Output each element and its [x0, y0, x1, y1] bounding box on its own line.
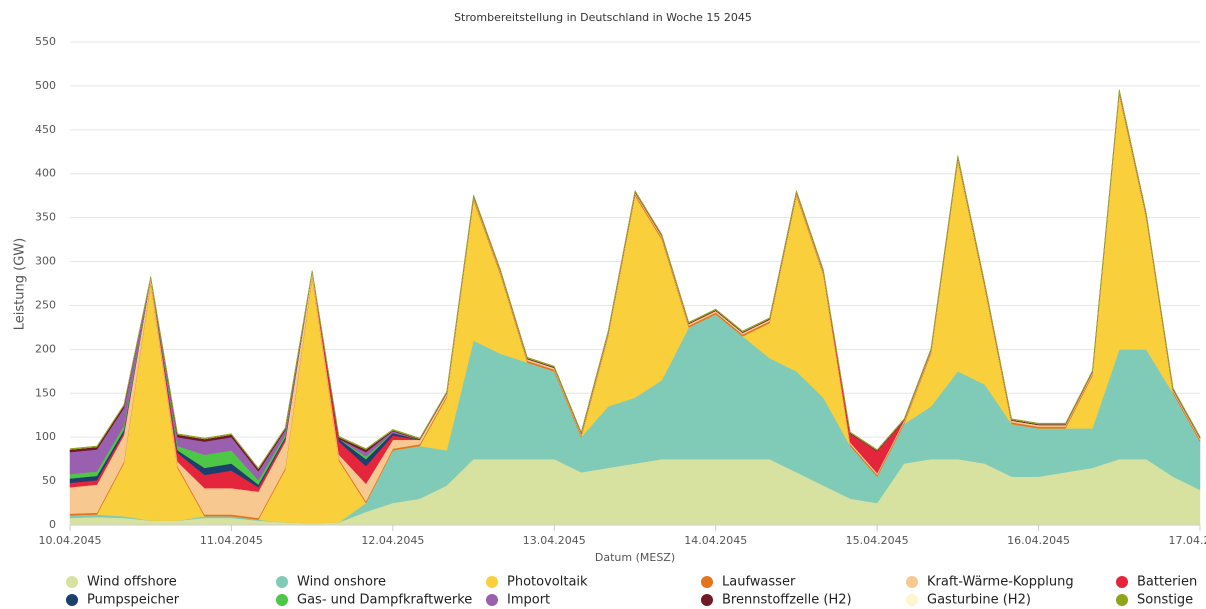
legend-marker: [701, 594, 713, 606]
legend-marker: [701, 576, 713, 588]
x-tick-label: 17.04.2045: [1169, 534, 1206, 547]
x-tick-label: 14.04.2045: [684, 534, 747, 547]
y-tick-label: 550: [35, 35, 56, 48]
y-tick-label: 250: [35, 298, 56, 311]
x-tick-label: 15.04.2045: [846, 534, 909, 547]
y-tick-label: 300: [35, 255, 56, 268]
legend-marker: [906, 594, 918, 606]
legend-label: Brennstoffzelle (H2): [722, 593, 852, 608]
legend-label: Kraft-Wärme-Kopplung: [927, 575, 1074, 590]
y-tick-label: 400: [35, 167, 56, 180]
y-tick-label: 200: [35, 342, 56, 355]
legend-marker: [1116, 576, 1128, 588]
legend-label: Photovoltaik: [507, 575, 588, 590]
y-tick-label: 450: [35, 123, 56, 136]
y-tick-label: 500: [35, 79, 56, 92]
x-tick-label: 11.04.2045: [200, 534, 263, 547]
legend-label: Gasturbine (H2): [927, 593, 1031, 608]
legend-label: Wind onshore: [297, 575, 386, 590]
y-tick-label: 350: [35, 211, 56, 224]
legend-marker: [486, 576, 498, 588]
legend-label: Import: [507, 593, 550, 608]
legend-marker: [276, 576, 288, 588]
y-axis-label: Leistung (GW): [13, 238, 28, 330]
x-tick-label: 16.04.2045: [1007, 534, 1070, 547]
legend-label: Pumpspeicher: [87, 593, 180, 608]
legend-marker: [906, 576, 918, 588]
x-tick-label: 12.04.2045: [361, 534, 424, 547]
area: [69, 89, 1201, 470]
x-tick-label: 10.04.2045: [39, 534, 102, 547]
legend-marker: [66, 594, 78, 606]
legend-label: Gas- und Dampfkraftwerke: [297, 593, 472, 608]
legend-label: Sonstige: [1137, 593, 1193, 608]
y-tick-label: 50: [42, 474, 56, 487]
legend-marker: [1116, 594, 1128, 606]
legend-label: Batterien: [1137, 575, 1197, 590]
chart-title: Strombereitstellung in Deutschland in Wo…: [454, 11, 752, 24]
legend-marker: [486, 594, 498, 606]
y-tick-label: 150: [35, 386, 56, 399]
legend-label: Laufwasser: [722, 575, 796, 590]
x-tick-label: 13.04.2045: [523, 534, 586, 547]
y-tick-label: 0: [49, 518, 56, 531]
y-tick-label: 100: [35, 430, 56, 443]
legend-marker: [276, 594, 288, 606]
x-axis-label: Datum (MESZ): [595, 551, 675, 564]
legend-label: Wind offshore: [87, 575, 177, 590]
legend-marker: [66, 576, 78, 588]
